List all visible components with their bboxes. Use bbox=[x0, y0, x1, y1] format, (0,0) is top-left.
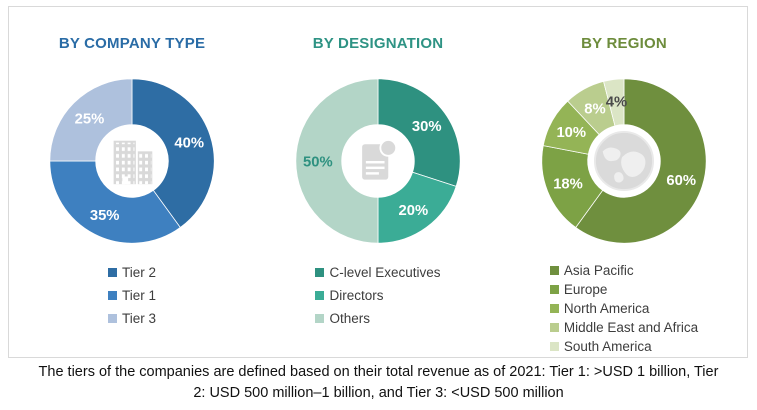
legend-label: Others bbox=[329, 311, 370, 326]
donut-segment-others bbox=[295, 78, 379, 244]
legend-item: South America bbox=[549, 337, 698, 356]
segment-value-label: 10% bbox=[556, 125, 586, 141]
legend-label: Middle East and Africa bbox=[563, 320, 699, 335]
donut-company-type: 40% 35% 25% bbox=[46, 75, 218, 247]
chart-title-company-type: BY COMPANY TYPE bbox=[58, 35, 206, 52]
legend-item: Tier 1 bbox=[107, 284, 156, 307]
legend-swatch bbox=[107, 268, 117, 277]
legend-label: C-level Executives bbox=[329, 265, 441, 280]
chart-by-region: BY REGION 60% 18% 10% 8% 4% Asia Pacific Euro… bbox=[501, 7, 747, 357]
legend-swatch bbox=[549, 323, 559, 332]
donut-segment-tier-2 bbox=[131, 78, 215, 229]
legend-swatch bbox=[549, 266, 559, 275]
legend-swatch bbox=[107, 314, 117, 323]
legend-item: North America bbox=[549, 299, 698, 318]
legend-label: North America bbox=[563, 301, 650, 316]
donut-segment-c-level-executives bbox=[377, 78, 461, 187]
figure-caption: The tiers of the companies are defined b… bbox=[38, 364, 719, 401]
legend-item: Middle East and Africa bbox=[549, 318, 699, 337]
legend-company-type: Tier 2 Tier 1 Tier 3 bbox=[107, 261, 156, 330]
legend-swatch bbox=[549, 342, 559, 351]
legend-label: Directors bbox=[329, 288, 384, 303]
legend-item: C-level Executives bbox=[315, 261, 441, 284]
legend-region: Asia Pacific Europe North America Middle Ea… bbox=[549, 261, 699, 356]
legend-label: Europe bbox=[563, 282, 608, 297]
legend-item: Tier 2 bbox=[107, 261, 156, 284]
segment-value-label: 40% bbox=[174, 136, 204, 152]
chart-title-designation: BY DESIGNATION bbox=[312, 35, 444, 52]
segment-value-label: 18% bbox=[553, 176, 583, 192]
legend-item: Asia Pacific bbox=[549, 261, 698, 280]
legend-item: Tier 3 bbox=[107, 307, 156, 330]
donut-designation: 30% 20% 50% bbox=[292, 75, 464, 247]
legend-label: South America bbox=[563, 339, 652, 354]
legend-label: Tier 1 bbox=[121, 288, 156, 303]
legend-swatch bbox=[549, 285, 559, 294]
legend-label: Tier 3 bbox=[121, 311, 156, 326]
chart-by-designation: BY DESIGNATION 30% 20% 50% C-level Executi… bbox=[255, 7, 501, 357]
legend-label: Tier 2 bbox=[121, 265, 156, 280]
legend-swatch bbox=[549, 304, 559, 313]
segment-value-label: 60% bbox=[666, 173, 696, 189]
charts-panel: BY COMPANY TYPE 40% 35% 25% Tier bbox=[8, 6, 748, 358]
donut-segment-tier-1 bbox=[49, 160, 181, 244]
segment-value-label: 25% bbox=[75, 112, 105, 128]
legend-item: Others bbox=[315, 307, 440, 330]
legend-item: Directors bbox=[315, 284, 440, 307]
segment-value-label: 4% bbox=[606, 95, 627, 111]
legend-swatch bbox=[315, 291, 325, 300]
chart-by-company-type: BY COMPANY TYPE 40% 35% 25% Tier bbox=[9, 7, 255, 357]
segment-value-label: 8% bbox=[584, 102, 605, 118]
segment-value-label: 30% bbox=[412, 119, 442, 135]
donut-segment-south-america bbox=[603, 78, 625, 127]
segment-value-label: 35% bbox=[90, 208, 120, 224]
segment-value-label: 50% bbox=[303, 154, 333, 170]
donut-chart-company-type: 40% 35% 25% bbox=[49, 78, 215, 244]
legend-label: Asia Pacific bbox=[563, 263, 634, 278]
legend-swatch bbox=[107, 291, 117, 300]
legend-designation: C-level Executives Directors Others bbox=[315, 261, 441, 330]
legend-swatch bbox=[315, 268, 325, 277]
chart-title-region: BY REGION bbox=[581, 35, 667, 52]
donut-chart-designation: 30% 20% 50% bbox=[295, 78, 461, 244]
donut-segment-asia-pacific bbox=[575, 78, 707, 244]
legend-item: Europe bbox=[549, 280, 698, 299]
segment-value-label: 20% bbox=[399, 203, 429, 219]
donut-region: 60% 18% 10% 8% 4% bbox=[538, 75, 710, 247]
legend-swatch bbox=[315, 314, 325, 323]
donut-chart-region: 60% 18% 10% 8% 4% bbox=[541, 78, 707, 244]
donut-segment-tier-3 bbox=[49, 78, 133, 162]
